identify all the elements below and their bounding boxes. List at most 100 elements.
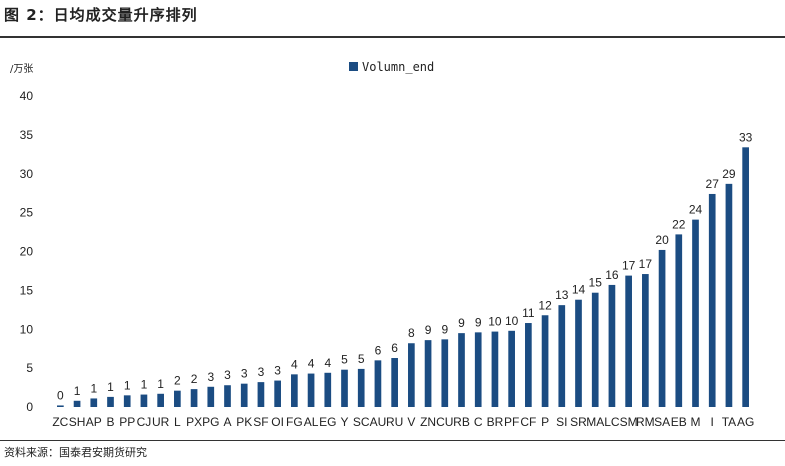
bar-OI xyxy=(274,380,281,407)
data-label-PP: 1 xyxy=(124,378,131,392)
bar-CF xyxy=(525,323,532,407)
bar-B xyxy=(107,396,114,407)
data-label-Y: 5 xyxy=(341,353,348,367)
x-tick-label-SM: SM xyxy=(620,415,638,429)
legend-label: Volumn_end xyxy=(362,60,434,74)
data-label-CF: 11 xyxy=(522,306,535,320)
y-tick-label: 10 xyxy=(20,322,34,336)
data-label-I: 27 xyxy=(706,177,720,191)
x-tick-label-ZN: ZN xyxy=(420,415,436,429)
x-tick-label-LC: LC xyxy=(604,415,620,429)
x-tick-label-CJ: CJ xyxy=(137,415,152,429)
x-tick-label-PF: PF xyxy=(504,415,519,429)
x-tick-label-SC: SC xyxy=(353,415,370,429)
x-tick-label-V: V xyxy=(407,415,415,429)
bar-SI xyxy=(558,305,566,407)
bar-PX xyxy=(190,389,198,407)
x-tick-label-SA: SA xyxy=(654,415,670,429)
x-tick-label-SR: SR xyxy=(570,415,587,429)
y-axis: 0 5 10 15 20 25 30 35 40 xyxy=(20,89,34,414)
chart-legend: Volumn_end xyxy=(349,60,434,74)
bar-BR xyxy=(491,331,499,407)
bar-EG xyxy=(324,372,332,407)
bar-UR xyxy=(157,393,164,407)
x-tick-label-PG: PG xyxy=(202,415,219,429)
data-label-PX: 2 xyxy=(191,372,198,386)
x-tick-label-SI: SI xyxy=(556,415,567,429)
data-label-PK: 3 xyxy=(241,367,248,381)
bar-M xyxy=(692,219,699,407)
data-label-EB: 22 xyxy=(672,217,686,231)
bar-SR xyxy=(575,299,582,407)
y-tick-label: 25 xyxy=(20,206,34,220)
x-tick-label-PP: PP xyxy=(119,415,135,429)
legend-swatch xyxy=(349,62,358,71)
x-tick-label-OI: OI xyxy=(271,415,284,429)
data-label-P: 12 xyxy=(538,298,552,312)
bar-RU xyxy=(391,358,398,407)
bar-SM xyxy=(625,275,632,407)
x-tick-label-B: B xyxy=(106,415,114,429)
y-axis-unit-label: /万张 xyxy=(10,63,33,75)
bar-PP xyxy=(123,395,131,407)
data-label-CU: 9 xyxy=(441,322,448,336)
data-label-M: 24 xyxy=(689,203,703,217)
data-label-SC: 5 xyxy=(358,352,365,366)
x-tick-label-RB: RB xyxy=(453,415,470,429)
bar-SH xyxy=(73,400,81,407)
data-label-B: 1 xyxy=(107,380,114,394)
x-tick-label-Y: Y xyxy=(340,415,348,429)
data-label-FG: 4 xyxy=(291,357,298,371)
data-label-TA: 29 xyxy=(722,167,736,181)
data-label-V: 8 xyxy=(408,326,415,340)
bar-ZN xyxy=(424,340,432,407)
y-tick-label: 0 xyxy=(26,400,33,414)
bar-I xyxy=(708,193,716,407)
x-tick-label-EG: EG xyxy=(319,415,336,429)
data-label-BR: 10 xyxy=(488,315,502,329)
x-tick-label-I: I xyxy=(711,415,714,429)
bar-AG xyxy=(742,147,749,407)
figure-title: 图 2：日均成交量升序排列 xyxy=(4,6,198,24)
bar-PG xyxy=(207,386,215,407)
bar-A xyxy=(224,385,231,407)
data-label-AU: 6 xyxy=(375,343,382,357)
data-label-A: 3 xyxy=(224,368,231,382)
data-label-EG: 4 xyxy=(324,356,331,370)
data-label-PG: 3 xyxy=(207,370,214,384)
data-label-SI: 13 xyxy=(555,288,569,302)
source-rule xyxy=(0,440,785,441)
data-label-UR: 1 xyxy=(157,377,164,391)
x-tick-label-L: L xyxy=(174,415,181,429)
x-tick-label-SH: SH xyxy=(69,415,86,429)
y-tick-label: 15 xyxy=(20,283,34,297)
x-tick-label-RM: RM xyxy=(636,415,655,429)
y-tick-label: 5 xyxy=(26,361,33,375)
x-tick-label-M: M xyxy=(691,415,701,429)
data-label-SH: 1 xyxy=(74,384,81,398)
data-label-PF: 10 xyxy=(505,314,519,328)
x-tick-label-FG: FG xyxy=(286,415,303,429)
bar-TA xyxy=(725,183,733,407)
bar-SC xyxy=(357,368,365,407)
data-label-MA: 15 xyxy=(589,276,603,290)
data-label-SM: 17 xyxy=(622,259,636,273)
data-label-SR: 14 xyxy=(572,283,586,297)
bar-SF xyxy=(257,382,265,407)
x-tick-label-CU: CU xyxy=(436,415,453,429)
bar-PF xyxy=(508,330,515,407)
data-label-SA: 20 xyxy=(655,233,669,247)
bar-CU xyxy=(441,339,449,407)
bar-AL xyxy=(307,373,315,407)
y-tick-label: 30 xyxy=(20,167,34,181)
data-label-LC: 16 xyxy=(605,268,619,282)
bar-AP xyxy=(90,398,98,407)
data-label-CJ: 1 xyxy=(141,378,148,392)
bar-RM xyxy=(642,274,649,407)
x-tick-label-UR: UR xyxy=(152,415,170,429)
data-label-AP: 1 xyxy=(90,381,97,395)
x-tick-label-SF: SF xyxy=(253,415,268,429)
bar-AU xyxy=(374,360,382,407)
data-label-RM: 17 xyxy=(639,257,653,271)
